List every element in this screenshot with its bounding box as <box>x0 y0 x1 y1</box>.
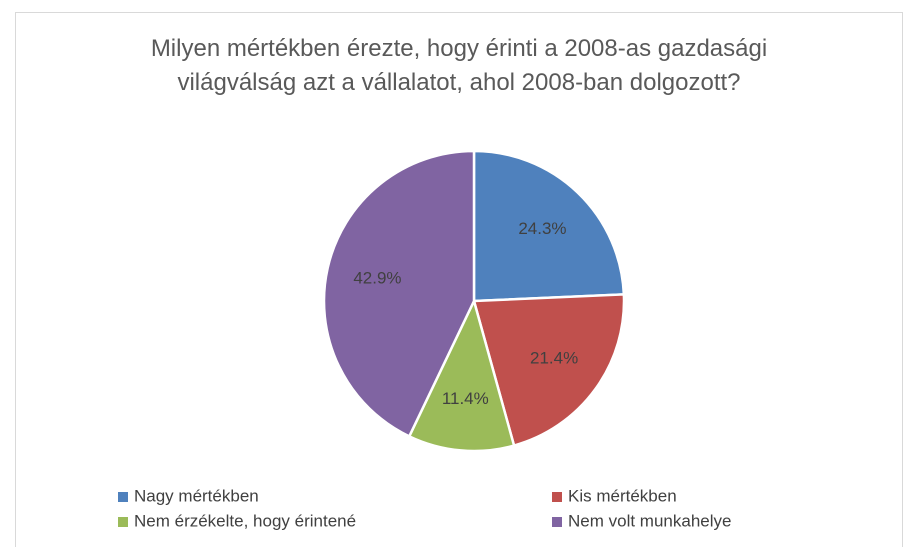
data-label: 24.3% <box>518 219 566 238</box>
pie-slice <box>472 293 626 448</box>
data-label: 42.9% <box>353 269 401 288</box>
legend-label: Kis mértékben <box>568 486 677 505</box>
legend-label: Nagy mértékben <box>134 486 259 505</box>
legend-swatch <box>118 492 128 502</box>
legend-swatch <box>552 492 562 502</box>
chart-frame <box>15 12 903 547</box>
legend-label: Nem volt munkahelye <box>568 511 731 530</box>
pie-slice <box>407 297 516 453</box>
legend-swatch <box>552 517 562 527</box>
pie-slice <box>472 149 626 303</box>
legend-label: Nem érzékelte, hogy érintené <box>134 511 356 530</box>
pie-slice <box>322 149 476 438</box>
data-label: 21.4% <box>530 349 578 368</box>
legend-swatch <box>118 517 128 527</box>
chart-title: Milyen mértékben érezte, hogy érinti a 2… <box>150 35 768 96</box>
data-label: 11.4% <box>442 389 489 408</box>
